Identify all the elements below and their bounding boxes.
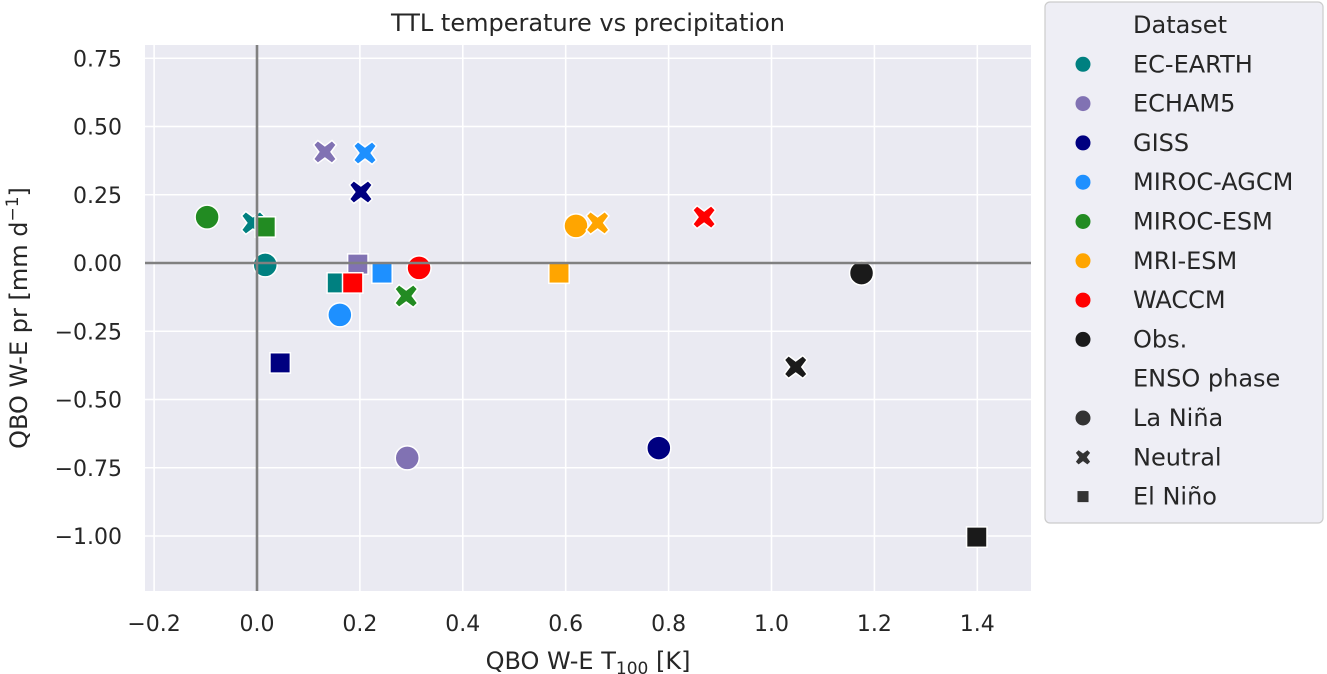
legend-label: MRI-ESM	[1133, 247, 1237, 275]
point-echam5-x	[312, 139, 338, 165]
legend-label: WACCM	[1133, 286, 1226, 314]
data-points	[194, 139, 988, 549]
y-tick-label: −0.25	[55, 320, 122, 345]
point-waccm-x	[691, 204, 717, 230]
legend-label: La Niña	[1133, 404, 1223, 432]
y-axis-label-end: ]	[5, 187, 33, 196]
point-miroc-esm-square	[254, 216, 277, 238]
x-tick-label: 0.6	[548, 612, 583, 637]
point-mri-esm-x	[585, 210, 610, 236]
legend-label: ECHAM5	[1133, 90, 1235, 118]
legend-marker-square-icon	[1077, 491, 1089, 503]
x-tick-labels: −0.2 0.0 0.2 0.4 0.6 0.8 1.0 1.2 1.4	[127, 612, 994, 637]
x-axis-label-subscript: 100	[616, 659, 648, 674]
point-miroc-agcm-square	[371, 262, 393, 285]
y-tick-label: −0.75	[55, 457, 122, 482]
legend-marker-waccm	[1075, 292, 1091, 308]
point-waccm-square	[341, 271, 364, 294]
y-tick-labels: 0.75 0.50 0.25 0.00 −0.25 −0.50 −0.75 −1.00	[55, 47, 122, 550]
x-axis-label: QBO W-E T100 [K]	[486, 647, 691, 674]
x-tick-label: −0.2	[127, 612, 180, 637]
y-tick-label: −0.50	[55, 389, 122, 414]
x-tick-label: 1.4	[960, 612, 995, 637]
legend-marker-giss	[1075, 135, 1091, 151]
point-ec-earth-circle	[252, 252, 278, 278]
chart-title: TTL temperature vs precipitation	[390, 9, 785, 37]
y-tick-label: 0.00	[73, 252, 122, 277]
point-miroc-agcm-circle	[327, 302, 353, 328]
point-obs-circle	[848, 260, 875, 286]
legend-frame	[1044, 1, 1324, 524]
legend-marker-x-icon	[1075, 450, 1091, 465]
y-axis-label-superscript: −1	[3, 196, 23, 221]
y-tick-label: 0.50	[73, 116, 122, 141]
point-giss-x	[348, 179, 374, 205]
legend-marker-miroc-esm	[1075, 214, 1091, 229]
y-tick-label: 0.25	[73, 184, 122, 209]
legend-dataset-title: Dataset	[1133, 11, 1227, 39]
point-miroc-esm-x	[393, 283, 419, 309]
gridlines	[145, 45, 1031, 591]
legend-label: MIROC-ESM	[1133, 208, 1273, 236]
x-tick-label: 0.0	[240, 612, 275, 637]
y-tick-label: −1.00	[55, 525, 122, 550]
x-tick-label: 0.4	[445, 612, 480, 637]
legend: Dataset EC-EARTH ECHAM5 GISS MIROC-AGCM MIROC…	[1044, 1, 1324, 524]
point-giss-circle	[646, 435, 672, 461]
y-axis-label-main: QBO W-E pr [mm d	[5, 222, 33, 449]
legend-marker-miroc-agcm	[1075, 174, 1091, 190]
point-miroc-agcm-x	[352, 140, 378, 166]
legend-label: MIROC-AGCM	[1133, 168, 1293, 196]
point-giss-square	[269, 351, 292, 374]
x-tick-label: 0.8	[651, 612, 686, 637]
point-obs-square	[965, 526, 988, 549]
legend-marker-echam5	[1075, 96, 1091, 112]
legend-marker-ec-earth	[1075, 56, 1091, 72]
x-tick-label: 1.2	[857, 612, 892, 637]
legend-marker-mri-esm	[1075, 253, 1091, 269]
point-mri-esm-square	[548, 262, 570, 285]
legend-label: EC-EARTH	[1133, 50, 1253, 78]
zero-lines	[145, 45, 1031, 591]
x-tick-label: 1.0	[754, 612, 789, 637]
point-waccm-circle	[406, 255, 432, 281]
point-echam5-circle	[394, 445, 420, 471]
legend-marker-obs	[1075, 331, 1091, 347]
x-axis-label-unit: [K]	[648, 647, 690, 674]
legend-label: El Niño	[1133, 483, 1217, 511]
point-miroc-esm-circle	[194, 204, 220, 230]
legend-label: Obs.	[1133, 325, 1187, 353]
y-axis-label: QBO W-E pr [mm d−1]	[3, 187, 33, 449]
legend-phase-title: ENSO phase	[1133, 365, 1280, 393]
x-tick-label: 0.2	[342, 612, 377, 637]
plot-area	[145, 45, 1031, 591]
point-mri-esm-circle	[563, 213, 589, 239]
legend-label: Neutral	[1133, 443, 1222, 471]
x-axis-label-main: QBO W-E T	[486, 647, 617, 674]
legend-label: GISS	[1133, 129, 1189, 157]
y-tick-label: 0.75	[73, 47, 122, 72]
point-obs-x	[783, 354, 809, 380]
legend-marker-circle-icon	[1075, 410, 1091, 426]
